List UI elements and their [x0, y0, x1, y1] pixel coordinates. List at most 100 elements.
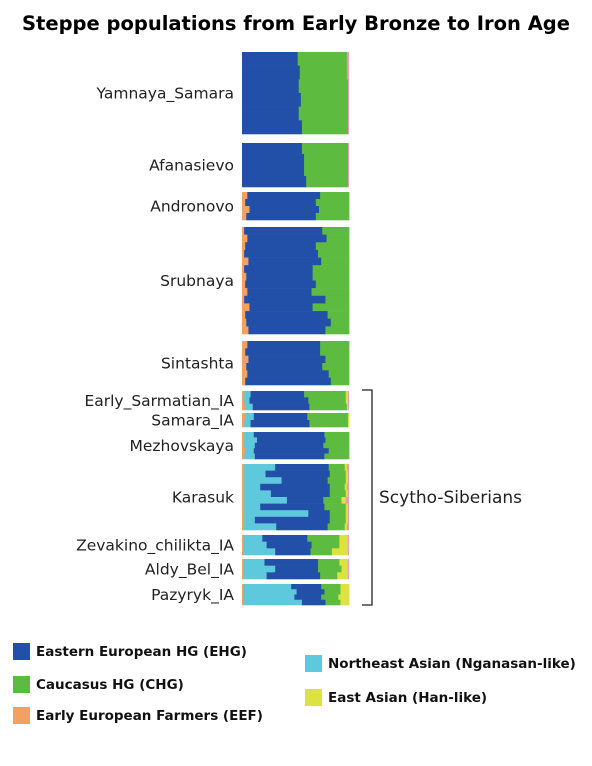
legend-item-eef: Early European Farmers (EEF): [13, 707, 263, 724]
segment-afanasievo-0-other: [347, 143, 349, 155]
segment-srubnaya-3-chg: [317, 249, 350, 258]
group-early-sarmatian-ia: [242, 391, 349, 411]
segment-sintashta-5-chg: [330, 377, 350, 386]
label-andronovo: Andronovo: [150, 198, 234, 216]
bracket-line: [362, 389, 373, 606]
segment-srubnaya-4-chg: [321, 257, 350, 266]
segment-zevakino-chilikta-ia-1-other: [347, 541, 349, 549]
segment-early-sarmatian-ia-1-nea: [244, 397, 250, 404]
segment-srubnaya-5-ehg: [244, 265, 314, 274]
segment-aldy-bel-ia-1-nea: [243, 565, 276, 573]
segment-aldy-bel-ia-1-ehg: [275, 565, 319, 573]
segment-karasuk-2-eef: [242, 477, 245, 485]
segment-srubnaya-0-ehg: [244, 227, 323, 235]
segment-pazyryk-ia-3-chg: [325, 599, 341, 606]
segment-karasuk-9-ea: [344, 523, 348, 531]
segment-zevakino-chilikta-ia-1-chg: [311, 541, 340, 549]
legend-item-chg: Caucasus HG (CHG): [13, 676, 184, 693]
segment-srubnaya-12-eef: [242, 318, 247, 327]
segment-pazyryk-ia-3-nea: [243, 599, 303, 606]
segment-early-sarmatian-ia-1-other: [347, 397, 349, 404]
segment-karasuk-6-chg: [324, 503, 347, 511]
legend-swatch-eef: [13, 707, 30, 724]
segment-afanasievo-3-other: [347, 176, 349, 188]
segment-early-sarmatian-ia-2-other: [347, 403, 349, 411]
bracket-label: Scytho-Siberians: [379, 488, 522, 508]
segment-srubnaya-10-chg: [312, 303, 350, 312]
segment-srubnaya-0-eef: [242, 227, 245, 235]
segment-aldy-bel-ia-1-chg: [317, 565, 342, 573]
segment-andronovo-0-chg: [320, 192, 350, 200]
legend-swatch-chg: [13, 676, 30, 693]
segment-andronovo-3-chg: [315, 213, 350, 221]
segment-srubnaya-5-chg: [312, 265, 350, 274]
segment-srubnaya-10-ehg: [249, 303, 314, 312]
segment-yamnaya-samara-2-ehg: [242, 79, 300, 94]
segment-srubnaya-8-chg: [311, 288, 350, 297]
legend-label-ehg: Eastern European HG (EHG): [36, 643, 247, 660]
legend-label-ea: East Asian (Han-like): [328, 689, 488, 706]
segment-karasuk-5-nea: [244, 497, 288, 504]
segment-zevakino-chilikta-ia-2-other: [347, 548, 349, 556]
segment-mezhovskaya-2-chg: [323, 442, 350, 449]
segment-karasuk-1-eef: [242, 470, 245, 478]
label-pazyryk-ia: Pazyryk_IA: [151, 586, 234, 605]
segment-srubnaya-13-ehg: [248, 326, 326, 335]
segment-karasuk-7-ehg: [308, 510, 331, 518]
segment-karasuk-9-nea: [244, 523, 277, 531]
segment-mezhovskaya-0-nea: [244, 432, 255, 438]
segment-karasuk-6-ea: [345, 503, 349, 511]
segment-pazyryk-ia-0-eef: [242, 584, 244, 590]
segment-yamnaya-samara-0-chg: [297, 52, 348, 66]
segment-srubnaya-11-eef: [242, 311, 246, 320]
segment-aldy-bel-ia-0-nea: [243, 559, 265, 566]
segment-srubnaya-9-eef: [242, 295, 245, 304]
segment-mezhovskaya-2-ehg: [254, 442, 324, 449]
segment-karasuk-2-ea: [345, 477, 349, 485]
segment-yamnaya-samara-4-chg: [298, 106, 349, 121]
segment-mezhovskaya-0-eef: [242, 432, 245, 438]
segment-yamnaya-samara-3-ehg: [242, 93, 302, 107]
segment-zevakino-chilikta-ia-0-chg: [307, 535, 340, 542]
segment-pazyryk-ia-3-eef: [242, 599, 244, 606]
legend-swatch-ehg: [13, 643, 30, 660]
scytho-siberian-bracket: Scytho-Siberians: [362, 389, 522, 606]
segment-srubnaya-8-eef: [242, 288, 248, 297]
segment-karasuk-3-chg: [329, 483, 346, 491]
segment-sintashta-0-ehg: [247, 341, 321, 349]
segment-karasuk-7-eef: [242, 510, 245, 518]
group-karasuk: [242, 464, 349, 531]
segment-mezhovskaya-3-eef: [242, 448, 246, 454]
segment-mezhovskaya-0-chg: [324, 432, 350, 438]
segment-early-sarmatian-ia-0-chg: [304, 391, 347, 398]
segment-srubnaya-5-eef: [242, 265, 245, 274]
segment-karasuk-3-ea: [344, 483, 348, 491]
segment-srubnaya-12-ehg: [246, 318, 332, 327]
segment-andronovo-1-eef: [242, 199, 246, 207]
segment-srubnaya-13-eef: [242, 326, 249, 335]
segment-yamnaya-samara-2-other: [347, 79, 349, 94]
segment-karasuk-4-ea: [345, 490, 349, 498]
segment-early-sarmatian-ia-1-eef: [242, 397, 245, 404]
segment-sintashta-2-ehg: [248, 355, 326, 364]
segment-karasuk-0-nea: [244, 464, 276, 471]
segment-samara-ia-1-ehg: [250, 420, 310, 428]
segment-afanasievo-0-ehg: [242, 143, 303, 155]
segment-early-sarmatian-ia-2-ea: [346, 403, 349, 411]
segment-mezhovskaya-2-eef: [242, 442, 245, 449]
segment-andronovo-3-eef: [242, 213, 247, 221]
segment-karasuk-7-nea: [244, 510, 309, 518]
segment-karasuk-2-ehg: [281, 477, 328, 485]
admixture-chart: Yamnaya_Samara Afanasievo Andronovo Srubnay…: [76, 52, 522, 606]
segment-afanasievo-1-other: [347, 154, 349, 166]
group-mezhovskaya: [242, 432, 350, 460]
segment-early-sarmatian-ia-0-ea: [345, 391, 349, 398]
population-labels: Yamnaya_Samara Afanasievo Andronovo Srubnay…: [76, 85, 234, 606]
segment-karasuk-7-ea: [345, 510, 349, 518]
segment-karasuk-6-ehg: [260, 503, 325, 511]
segment-karasuk-4-chg: [329, 490, 347, 498]
segment-afanasievo-2-ehg: [242, 165, 305, 177]
segment-pazyryk-ia-1-ehg: [296, 589, 325, 595]
segment-andronovo-1-ehg: [245, 199, 317, 207]
segment-karasuk-5-ehg: [286, 497, 324, 504]
